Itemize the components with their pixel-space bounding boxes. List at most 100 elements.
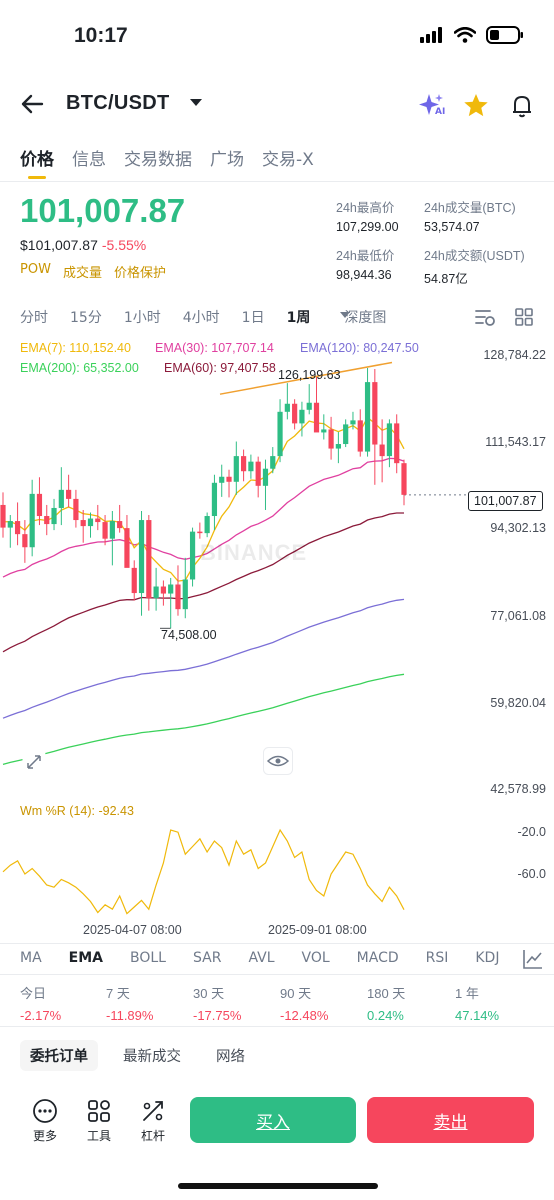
candle-body: [109, 521, 115, 539]
indicator-option[interactable]: VOL: [301, 950, 330, 966]
candle-body: [138, 520, 145, 594]
ai-sparkle-icon[interactable]: AI: [418, 92, 448, 120]
more-button[interactable]: 更多: [28, 1098, 62, 1144]
candle-body: [117, 521, 123, 529]
indicator-option[interactable]: MA: [20, 950, 42, 966]
cellular-signal-icon: [420, 27, 442, 43]
performance-item: 30 天 -17.75%: [193, 983, 241, 1023]
usd-price-row: $101,007.87 -5.55%: [20, 237, 146, 253]
status-bar-time: 10:17: [74, 24, 128, 47]
candle-body: [197, 531, 203, 534]
layout-grid-icon[interactable]: [514, 307, 534, 327]
price-chart[interactable]: [0, 340, 554, 945]
candle-body: [313, 402, 320, 433]
bell-icon[interactable]: [510, 93, 534, 119]
binance-watermark: BINANCE: [200, 540, 308, 565]
stat-24h-low: 24h最低价 98,944.36: [336, 245, 394, 282]
candle-body: [204, 516, 210, 534]
tab-1[interactable]: 信息: [72, 150, 106, 170]
performance-period: 7 天: [106, 986, 130, 1001]
sell-button[interactable]: 卖出: [367, 1097, 534, 1143]
tools-button[interactable]: 工具: [82, 1098, 116, 1144]
more-label: 更多: [32, 1129, 57, 1143]
indicator-option[interactable]: SAR: [192, 950, 222, 966]
indicator-option[interactable]: KDJ: [475, 950, 500, 966]
williams-r-line: [2, 828, 405, 915]
last-price: 101,007.87: [20, 192, 186, 229]
candle-body: [372, 382, 378, 445]
tag-price-protection[interactable]: 价格保护: [113, 266, 166, 281]
y-axis-label: 128,784.22: [483, 348, 546, 362]
indicator-settings-icon[interactable]: [522, 948, 544, 970]
indicator-option[interactable]: BOLL: [130, 950, 166, 966]
tabs-divider: [0, 181, 554, 182]
interval-option[interactable]: 深度图: [344, 310, 387, 326]
tab-network[interactable]: 网络: [216, 1049, 245, 1065]
candle-body: [292, 403, 298, 424]
candle-body: [219, 476, 225, 483]
indicator-option[interactable]: RSI: [425, 950, 449, 966]
interval-option[interactable]: 15分: [70, 310, 102, 326]
candle-body: [211, 482, 218, 517]
candle-body: [189, 531, 196, 580]
expand-chart-icon[interactable]: [22, 750, 46, 774]
leverage-button[interactable]: 杠杆: [136, 1098, 170, 1144]
tab-0[interactable]: 价格: [20, 150, 54, 170]
candle-body: [394, 423, 400, 464]
performance-value: -12.48%: [280, 1008, 329, 1023]
interval-option[interactable]: 1日: [241, 310, 265, 326]
indicator-option[interactable]: EMA: [68, 950, 103, 966]
candle-body: [357, 420, 363, 452]
trading-pair-title[interactable]: BTC/USDT: [66, 92, 170, 114]
candle-body: [168, 584, 174, 594]
interval-option[interactable]: 4小时: [182, 310, 220, 326]
tab-4[interactable]: 交易-X: [262, 150, 314, 170]
candle-body: [270, 456, 276, 469]
current-price-tag: 101,007.87: [468, 491, 543, 511]
ai-badge: AI: [435, 107, 446, 117]
ema7-line: [2, 416, 405, 582]
candle-body: [350, 420, 356, 425]
star-icon[interactable]: [463, 93, 489, 118]
tab-2[interactable]: 交易数据: [124, 150, 192, 170]
buy-button[interactable]: 买入: [190, 1097, 356, 1143]
candle-body: [175, 584, 181, 610]
usd-price: $101,007.87: [20, 237, 98, 253]
back-arrow-icon[interactable]: [20, 94, 44, 114]
interval-option[interactable]: 1周: [286, 310, 311, 326]
chart-settings-icon[interactable]: [474, 307, 496, 327]
eye-icon[interactable]: [263, 747, 293, 775]
stat-value: 54.87亿: [424, 272, 468, 286]
leverage-label: 杠杆: [140, 1129, 165, 1143]
battery-icon: [486, 26, 523, 44]
dropdown-caret-icon[interactable]: [189, 98, 203, 108]
ema60-line: [2, 512, 404, 653]
indicator-option[interactable]: MACD: [356, 950, 399, 966]
candle-body: [95, 518, 101, 523]
performance-item: 今日 -2.17%: [20, 983, 61, 1023]
tag-volume[interactable]: 成交量: [62, 266, 102, 281]
tab-recent-trades[interactable]: 最新成交: [123, 1049, 181, 1065]
tab-3[interactable]: 广场: [210, 150, 244, 170]
candle-body: [401, 463, 407, 495]
interval-option[interactable]: 分时: [20, 310, 48, 326]
x-axis-label: 2025-09-01 08:00: [268, 923, 367, 937]
performance-value: -11.89%: [106, 1008, 154, 1023]
performance-period: 180 天: [367, 986, 406, 1001]
ema120-legend: EMA(120): 80,247.50: [300, 341, 419, 355]
candle-body: [379, 444, 385, 457]
y-axis-label: 77,061.08: [490, 609, 546, 623]
stat-value: 98,944.36: [336, 268, 392, 282]
y-axis-label: 42,578.99: [490, 782, 546, 796]
candle-body: [7, 521, 13, 528]
tab-open-orders[interactable]: 委托订单: [20, 1040, 98, 1071]
performance-item: 180 天 0.24%: [367, 983, 405, 1023]
stat-label: 24h成交量(BTC): [424, 201, 516, 215]
candle-body: [343, 424, 349, 445]
indicator-divider: [0, 974, 554, 975]
tag-pow[interactable]: POW: [20, 262, 51, 277]
indicator-option[interactable]: AVL: [248, 950, 275, 966]
interval-more-caret-icon[interactable]: [340, 312, 350, 319]
interval-option[interactable]: 1小时: [123, 310, 161, 326]
candle-body: [44, 516, 50, 525]
